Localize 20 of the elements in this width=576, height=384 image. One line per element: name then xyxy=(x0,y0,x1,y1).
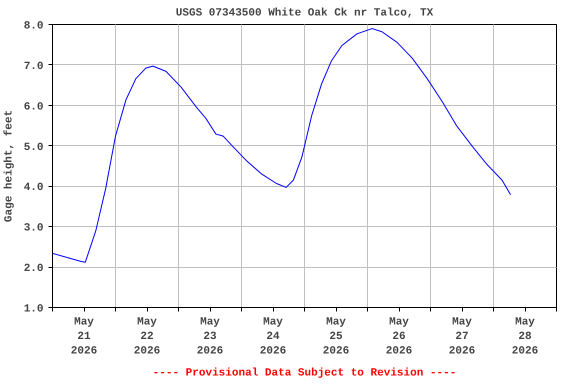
y-axis-title: Gage height, feet xyxy=(2,110,16,222)
x-tick-label: May 21 2026 xyxy=(70,316,98,358)
y-tick-label: 6.0 xyxy=(24,101,44,114)
y-tick-label: 2.0 xyxy=(24,263,44,276)
x-tick-label: May 22 2026 xyxy=(134,316,160,358)
chart-title: USGS 07343500 White Oak Ck nr Talco, TX xyxy=(176,8,434,20)
x-tick-label: May 23 2026 xyxy=(196,316,224,358)
x-tick-label: May 25 2026 xyxy=(322,316,350,358)
y-tick-label: 7.0 xyxy=(24,60,44,73)
y-tick-label: 1.0 xyxy=(24,304,44,316)
y-tick-label: 5.0 xyxy=(24,142,44,154)
y-tick-label: 8.0 xyxy=(24,20,44,32)
x-tick-label: May 24 2026 xyxy=(260,316,286,358)
line-series xyxy=(52,28,512,263)
x-tick-label: May 27 2026 xyxy=(448,316,476,358)
text: ---- Provisional Data Subject to Revision ---- xyxy=(152,368,456,380)
x-tick-label: May 28 2026 xyxy=(512,316,538,358)
y-tick-label: 4.0 xyxy=(24,182,44,194)
y-tick-label: 3.0 xyxy=(24,222,44,235)
x-tick-label: May 26 2026 xyxy=(386,316,412,358)
